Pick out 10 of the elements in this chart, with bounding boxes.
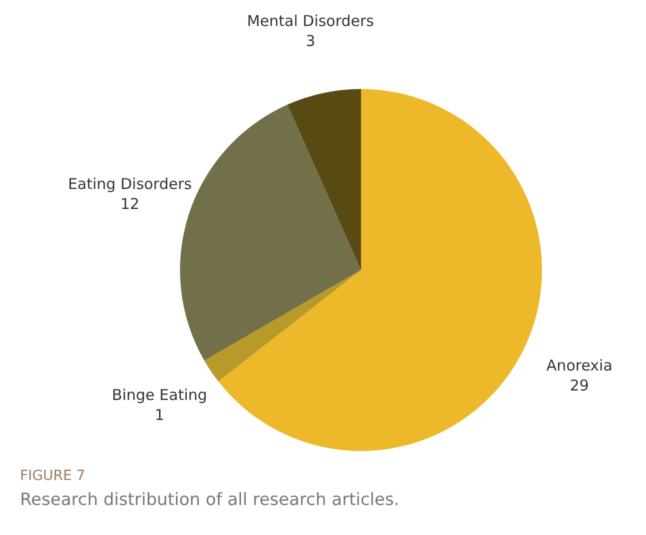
data-label: 12 bbox=[120, 194, 140, 213]
slice-label: Mental Disorders bbox=[246, 12, 374, 30]
data-label: 29 bbox=[570, 376, 589, 394]
data-label: 1 bbox=[154, 406, 164, 424]
slice-label: Anorexia bbox=[546, 356, 612, 374]
text: Research distribution of all research articles. bbox=[20, 490, 400, 510]
caption: FIGURE 7 bbox=[20, 468, 86, 484]
slice-label: Eating Disorders bbox=[68, 174, 192, 193]
data-label: 3 bbox=[306, 32, 316, 50]
slice-label: Binge Eating bbox=[112, 386, 208, 404]
